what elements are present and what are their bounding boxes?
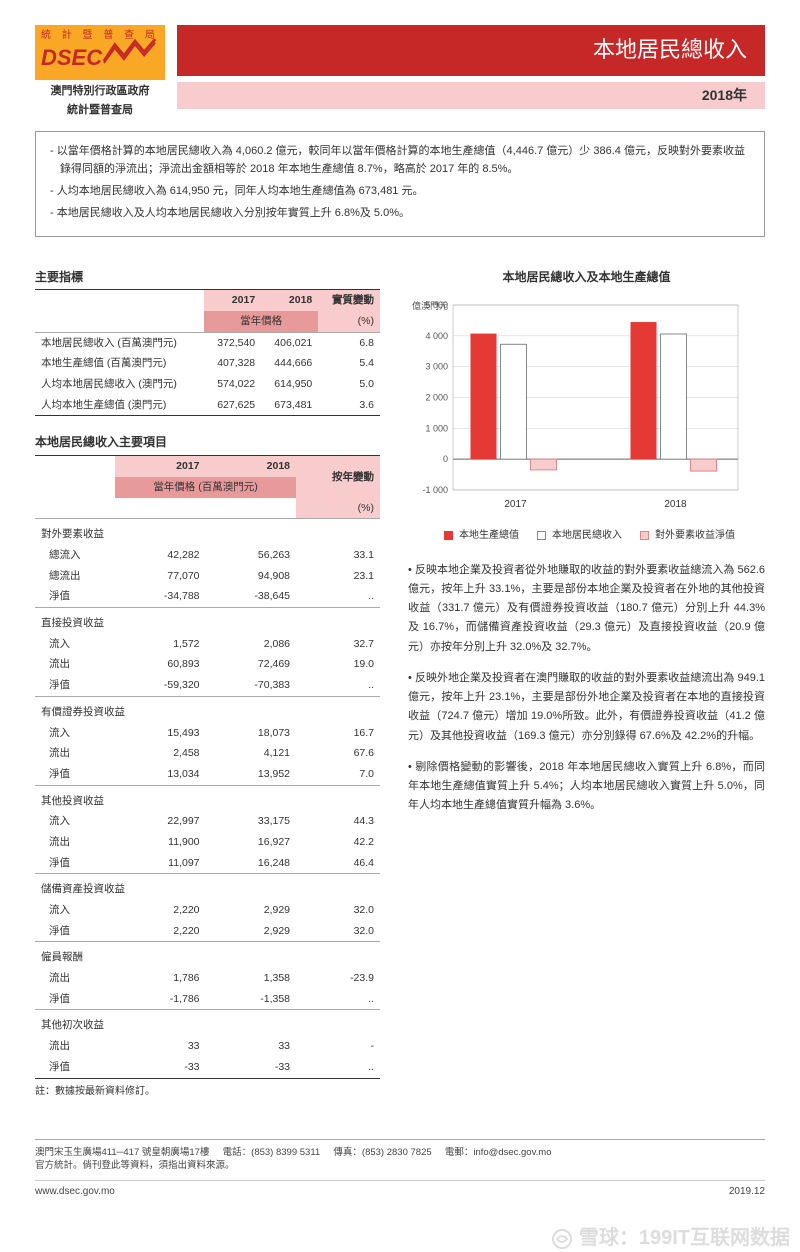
svg-text:2 000: 2 000 bbox=[425, 393, 448, 403]
email: info@dsec.gov.mo bbox=[473, 1147, 551, 1158]
table-group-label: 僱員報酬 bbox=[35, 942, 380, 968]
svg-text:2018: 2018 bbox=[664, 499, 687, 510]
t2-unit: (%) bbox=[296, 498, 380, 519]
prose-text: 反映本地企業及投資者從外地賺取的收益的對外要素收益總流入為 562.6 億元，按… bbox=[408, 561, 765, 816]
watermark: 雪球：199IT互联网数据 bbox=[0, 1224, 800, 1252]
table-group-label: 對外要素收益 bbox=[35, 519, 380, 545]
watermark-text: 雪球：199IT互联网数据 bbox=[579, 1227, 790, 1249]
watermark-icon bbox=[551, 1228, 573, 1250]
table-row: 流入2,2202,92932.0 bbox=[35, 900, 380, 921]
table-row: 淨值11,09716,24846.4 bbox=[35, 853, 380, 874]
zigzag-icon bbox=[102, 37, 157, 65]
footer-address: 澳門宋玉生廣場411─417 號皇朝廣場17樓 bbox=[35, 1147, 209, 1158]
logo-block: 統 計 暨 普 查 局 DSEC 澳門特別行政區政府 統計暨普查局 bbox=[35, 25, 165, 119]
table-row: 人均本地居民總收入 (澳門元)574,022614,9505.0 bbox=[35, 374, 380, 395]
table-row: 流出11,90016,92742.2 bbox=[35, 832, 380, 853]
tel-label: 電話： bbox=[223, 1147, 252, 1158]
t2-sub: 當年價格 (百萬澳門元) bbox=[115, 477, 296, 498]
footer-date: 2019.12 bbox=[729, 1185, 765, 1199]
table-row: 淨值-33-33.. bbox=[35, 1057, 380, 1078]
svg-text:3 000: 3 000 bbox=[425, 362, 448, 372]
table-row: 流出2,4584,12167.6 bbox=[35, 743, 380, 764]
year-label: 2018年 bbox=[177, 82, 765, 110]
email-label: 電郵： bbox=[445, 1147, 474, 1158]
svg-text:1 000: 1 000 bbox=[425, 424, 448, 434]
summary-item: 本地居民總收入及人均本地居民總收入分別按年實質上升 6.8%及 5.0%。 bbox=[50, 204, 750, 223]
t1-sub: 當年價格 bbox=[204, 311, 318, 332]
prose-paragraph: 反映外地企業及投資者在澳門賺取的收益的對外要素收益總流出為 949.1 億元，按… bbox=[408, 669, 765, 746]
chart-title: 本地居民總收入及本地生產總值 bbox=[408, 269, 765, 286]
fax-label: 傳真： bbox=[333, 1147, 362, 1158]
svg-text:-1 000: -1 000 bbox=[422, 485, 448, 495]
header: 統 計 暨 普 查 局 DSEC 澳門特別行政區政府 統計暨普查局 本地居民總收… bbox=[35, 25, 765, 119]
table-group-label: 其他投資收益 bbox=[35, 785, 380, 811]
t2-col3: 按年變動 bbox=[296, 456, 380, 498]
summary-item: 人均本地居民總收入為 614,950 元，同年人均本地生產總值為 673,481… bbox=[50, 182, 750, 201]
svg-text:0: 0 bbox=[443, 454, 448, 464]
table-group-label: 其他初次收益 bbox=[35, 1010, 380, 1036]
t1-col1: 2017 bbox=[204, 290, 261, 311]
indicators-table: 2017 2018 實質變動 當年價格 (%) 本地居民總收入 (百萬澳門元)3… bbox=[35, 289, 380, 416]
t1-col2: 2018 bbox=[261, 290, 318, 311]
t2-col2: 2018 bbox=[206, 456, 297, 477]
table2-note: 註：數據按最新資料修訂。 bbox=[35, 1085, 380, 1099]
table-row: 流出1,7861,358-23.9 bbox=[35, 968, 380, 989]
table-row: 本地生產總值 (百萬澳門元)407,328444,6665.4 bbox=[35, 353, 380, 374]
t2-col1: 2017 bbox=[115, 456, 205, 477]
table-row: 流入22,99733,17544.3 bbox=[35, 811, 380, 832]
t1-col3: 實質變動 bbox=[318, 290, 380, 311]
table-row: 流入1,5722,08632.7 bbox=[35, 634, 380, 655]
table-row: 人均本地生產總值 (澳門元)627,625673,4813.6 bbox=[35, 395, 380, 416]
table-row: 流出60,89372,46919.0 bbox=[35, 654, 380, 675]
header-right: 本地居民總收入 2018年 bbox=[177, 25, 765, 119]
page-title: 本地居民總收入 bbox=[177, 25, 765, 76]
table-row: 總流入42,28256,26333.1 bbox=[35, 545, 380, 566]
left-column: 主要指標 2017 2018 實質變動 當年價格 (%) 本地居民總收入 bbox=[35, 257, 380, 1099]
summary-box: 以當年價格計算的本地居民總收入為 4,060.2 億元，較同年以當年價格計算的本… bbox=[35, 131, 765, 237]
logo-sub1: 澳門特別行政區政府 bbox=[35, 84, 165, 99]
table-group-label: 直接投資收益 bbox=[35, 608, 380, 634]
svg-text:4 000: 4 000 bbox=[425, 331, 448, 341]
dsec-logo: 統 計 暨 普 查 局 DSEC bbox=[35, 25, 165, 80]
bar-chart: 億澳門元-1 00001 0002 0003 0004 0005 0002017… bbox=[408, 295, 765, 515]
svg-text:2017: 2017 bbox=[504, 499, 527, 510]
chart-legend: 本地生產總值 本地居民總收入 對外要素收益淨值 bbox=[408, 529, 765, 543]
footer-url: www.dsec.gov.mo bbox=[35, 1185, 115, 1199]
footer-bottom: www.dsec.gov.mo 2019.12 bbox=[35, 1180, 765, 1199]
table-row: 淨值2,2202,92932.0 bbox=[35, 921, 380, 942]
fax: (853) 2830 7825 bbox=[362, 1147, 432, 1158]
footer: 澳門宋玉生廣場411─417 號皇朝廣場17樓 電話：(853) 8399 53… bbox=[35, 1139, 765, 1173]
table1-title: 主要指標 bbox=[35, 269, 380, 286]
table-row: 淨值-1,786-1,358.. bbox=[35, 989, 380, 1010]
components-table: 2017 2018 按年變動 當年價格 (百萬澳門元) (%) 對外要素收益總流… bbox=[35, 455, 380, 1078]
table-row: 本地居民總收入 (百萬澳門元)372,540406,0216.8 bbox=[35, 332, 380, 353]
table-row: 淨值-59,320-70,383.. bbox=[35, 675, 380, 696]
table-row: 流出3333- bbox=[35, 1036, 380, 1057]
table-row: 淨值13,03413,9527.0 bbox=[35, 764, 380, 785]
table-group-label: 有價證券投資收益 bbox=[35, 696, 380, 722]
summary-item: 以當年價格計算的本地居民總收入為 4,060.2 億元，較同年以當年價格計算的本… bbox=[50, 142, 750, 179]
legend-item: 本地居民總收入 bbox=[531, 530, 622, 541]
footer-line2: 官方統計。倘刊登此等資料，須指出資料來源。 bbox=[35, 1160, 235, 1171]
svg-text:5 000: 5 000 bbox=[425, 300, 448, 310]
legend-item: 對外要素收益淨值 bbox=[634, 530, 735, 541]
right-column: 本地居民總收入及本地生產總值 億澳門元-1 00001 0002 0003 00… bbox=[408, 257, 765, 1099]
prose-paragraph: 剔除價格變動的影響後，2018 年本地居民總收入實質上升 6.8%，而同年本地生… bbox=[408, 758, 765, 816]
logo-sub2: 統計暨普查局 bbox=[35, 103, 165, 118]
table-row: 淨值-34,788-38,645.. bbox=[35, 586, 380, 607]
tel: (853) 8399 5311 bbox=[251, 1147, 320, 1158]
prose-paragraph: 反映本地企業及投資者從外地賺取的收益的對外要素收益總流入為 562.6 億元，按… bbox=[408, 561, 765, 657]
table-group-label: 儲備資產投資收益 bbox=[35, 874, 380, 900]
table2-title: 本地居民總收入主要項目 bbox=[35, 434, 380, 451]
table-row: 流入15,49318,07316.7 bbox=[35, 723, 380, 744]
table-row: 總流出77,07094,90823.1 bbox=[35, 566, 380, 587]
legend-item: 本地生產總值 bbox=[438, 530, 519, 541]
t1-unit: (%) bbox=[318, 311, 380, 332]
